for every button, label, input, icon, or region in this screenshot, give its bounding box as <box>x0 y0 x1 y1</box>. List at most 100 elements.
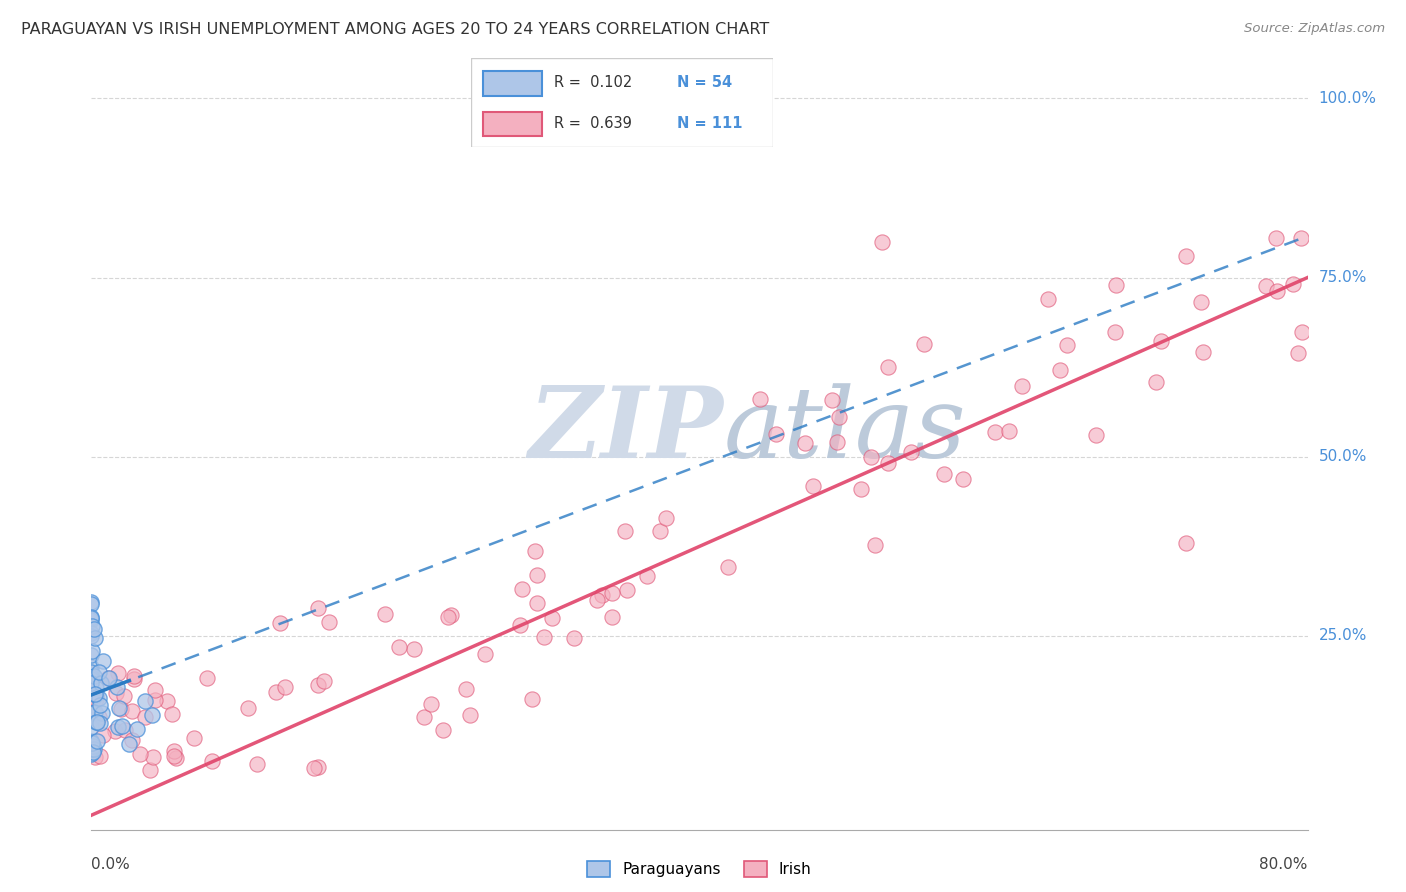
Point <box>1049 363 1071 377</box>
Point <box>80 665 103 679</box>
Point <box>912 337 935 351</box>
Point <box>86 734 108 748</box>
Point <box>613 524 636 538</box>
Point <box>1282 277 1305 291</box>
Point <box>307 678 329 692</box>
Point <box>586 593 609 607</box>
Text: ZIP: ZIP <box>529 383 724 479</box>
Point <box>80 625 103 640</box>
Point <box>1174 536 1197 550</box>
Text: 0.0%: 0.0% <box>91 857 131 872</box>
Point <box>91 706 114 720</box>
Text: atlas: atlas <box>724 383 966 478</box>
Point <box>828 409 851 424</box>
Point <box>1189 294 1212 309</box>
Point <box>236 701 259 715</box>
Point <box>80 695 103 709</box>
Point <box>80 648 103 663</box>
Point <box>600 586 623 600</box>
Point <box>526 568 548 582</box>
Point <box>80 720 103 734</box>
Text: N = 111: N = 111 <box>676 116 742 130</box>
Point <box>374 607 396 622</box>
Point <box>1036 292 1059 306</box>
Point <box>1291 325 1313 339</box>
Point <box>307 760 329 774</box>
Point <box>1256 279 1278 293</box>
Point <box>98 671 121 685</box>
Point <box>82 619 104 633</box>
Point <box>83 632 105 646</box>
Point <box>80 660 103 674</box>
Point <box>302 761 325 775</box>
Point <box>89 690 111 705</box>
Point <box>794 435 817 450</box>
Point <box>134 709 156 723</box>
Point <box>984 425 1007 439</box>
Point <box>143 693 166 707</box>
Point <box>80 735 103 749</box>
Point <box>83 741 105 756</box>
Point <box>89 715 111 730</box>
Point <box>82 739 104 753</box>
Point <box>122 672 145 686</box>
Point <box>104 723 127 738</box>
Bar <box>484 71 543 96</box>
Point <box>860 450 883 464</box>
Point <box>107 666 129 681</box>
Text: 100.0%: 100.0% <box>1319 91 1376 106</box>
Point <box>1011 378 1033 392</box>
Point <box>83 622 105 636</box>
Point <box>436 610 458 624</box>
Point <box>246 756 269 771</box>
Point <box>318 615 340 630</box>
Point <box>825 434 848 449</box>
Point <box>89 698 111 712</box>
Point <box>454 681 477 696</box>
Text: Source: ZipAtlas.com: Source: ZipAtlas.com <box>1244 22 1385 36</box>
Point <box>83 749 105 764</box>
Point <box>195 671 218 685</box>
Text: 25.0%: 25.0% <box>1319 629 1367 643</box>
Point <box>91 728 114 742</box>
Text: R =  0.639: R = 0.639 <box>554 116 633 130</box>
Point <box>1192 344 1215 359</box>
Point <box>274 680 297 694</box>
Point <box>413 710 436 724</box>
Point <box>900 445 922 459</box>
Legend: Paraguayans, Irish: Paraguayans, Irish <box>581 855 818 883</box>
Point <box>510 582 533 596</box>
Point <box>80 611 103 625</box>
Point <box>80 734 103 748</box>
Point <box>80 675 103 690</box>
Point <box>160 706 183 721</box>
Text: N = 54: N = 54 <box>676 76 731 90</box>
Point <box>654 510 676 524</box>
Point <box>269 615 291 630</box>
Point <box>870 235 893 249</box>
Point <box>998 424 1021 438</box>
Point <box>432 723 454 737</box>
Point <box>84 681 107 696</box>
Point <box>600 610 623 624</box>
Point <box>458 707 481 722</box>
Point <box>520 691 543 706</box>
Point <box>1289 231 1312 245</box>
Point <box>314 674 336 689</box>
Point <box>163 749 186 764</box>
Point <box>80 629 103 643</box>
Point <box>80 610 103 624</box>
Point <box>80 670 103 684</box>
Point <box>142 750 165 764</box>
Text: PARAGUAYAN VS IRISH UNEMPLOYMENT AMONG AGES 20 TO 24 YEARS CORRELATION CHART: PARAGUAYAN VS IRISH UNEMPLOYMENT AMONG A… <box>21 22 769 37</box>
Point <box>591 588 613 602</box>
Point <box>134 693 156 707</box>
Point <box>91 654 114 668</box>
Point <box>388 640 411 654</box>
Point <box>307 600 329 615</box>
Point <box>89 710 111 724</box>
Point <box>509 618 531 632</box>
Text: 50.0%: 50.0% <box>1319 450 1367 464</box>
Point <box>86 714 108 729</box>
Point <box>1056 338 1078 352</box>
